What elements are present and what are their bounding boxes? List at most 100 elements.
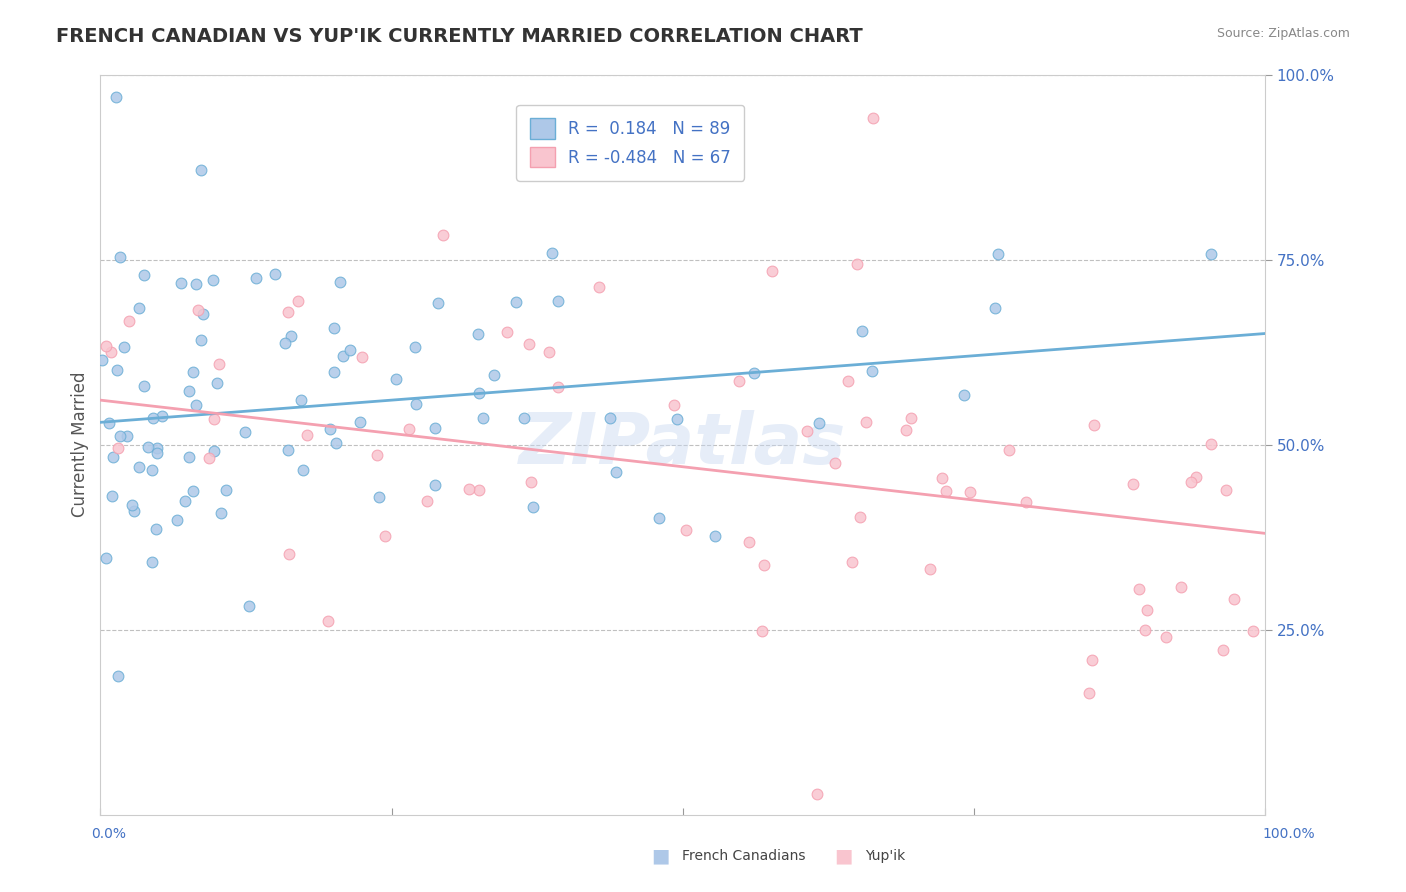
Text: ■: ■ [834,847,853,866]
French Canadians [274,336,297,351]
French Canadians [190,163,212,178]
French Canadians [987,246,1010,260]
Yup'ik [547,380,569,394]
French Canadians [177,450,200,464]
French Canadians [280,329,302,343]
Yup'ik [458,482,481,496]
French Canadians [245,271,267,285]
French Canadians [290,392,312,407]
French Canadians [209,506,232,520]
French Canadians [666,412,689,426]
Yup'ik [100,345,122,359]
French Canadians [101,489,124,503]
Yup'ik [751,624,773,638]
Yup'ik [373,529,395,543]
Legend: R =  0.184   N = 89, R = -0.484   N = 67: R = 0.184 N = 89, R = -0.484 N = 67 [516,105,744,181]
Yup'ik [997,443,1019,458]
Text: 0.0%: 0.0% [91,828,127,841]
Yup'ik [416,494,439,508]
French Canadians [202,444,225,458]
French Canadians [94,551,117,566]
French Canadians [136,440,159,454]
Yup'ik [366,448,388,462]
French Canadians [599,410,621,425]
Yup'ik [520,475,543,489]
French Canadians [404,340,426,354]
French Canadians [128,301,150,315]
Yup'ik [1136,603,1159,617]
Yup'ik [848,510,870,524]
French Canadians [112,340,135,354]
Yup'ik [517,337,540,351]
French Canadians [170,276,193,290]
Yup'ik [295,427,318,442]
French Canadians [233,425,256,439]
French Canadians [322,365,344,379]
Yup'ik [1170,580,1192,594]
French Canadians [426,296,449,310]
French Canadians [108,250,131,264]
French Canadians [177,384,200,398]
French Canadians [141,463,163,477]
Yup'ik [728,375,751,389]
Yup'ik [118,314,141,328]
Yup'ik [855,415,877,429]
French Canadians [190,333,212,347]
French Canadians [104,89,127,103]
French Canadians [1199,246,1222,260]
Yup'ik [1122,476,1144,491]
French Canadians [605,465,627,479]
French Canadians [238,599,260,613]
French Canadians [132,379,155,393]
Yup'ik [537,345,560,359]
French Canadians [541,245,564,260]
French Canadians [808,416,831,430]
French Canadians [207,376,229,391]
French Canadians [648,511,671,525]
French Canadians [202,273,225,287]
Yup'ik [1184,470,1206,484]
Yup'ik [662,398,685,412]
French Canadians [742,366,765,380]
French Canadians [277,442,299,457]
French Canadians [108,429,131,443]
French Canadians [367,490,389,504]
French Canadians [146,446,169,460]
Yup'ik [202,412,225,426]
Text: Yup'ik: Yup'ik [865,849,905,863]
Yup'ik [1080,653,1102,667]
Yup'ik [1015,494,1038,508]
French Canadians [512,410,534,425]
French Canadians [471,411,494,425]
Yup'ik [1212,642,1234,657]
French Canadians [122,503,145,517]
Yup'ik [824,456,846,470]
Yup'ik [316,614,339,628]
Yup'ik [841,555,863,569]
French Canadians [107,669,129,683]
French Canadians [98,417,121,431]
Yup'ik [496,325,519,339]
Yup'ik [1222,591,1244,606]
French Canadians [121,498,143,512]
Yup'ik [187,302,209,317]
Text: ■: ■ [651,847,671,866]
French Canadians [145,522,167,536]
French Canadians [332,349,354,363]
Yup'ik [754,558,776,573]
Text: 100.0%: 100.0% [1263,828,1315,841]
French Canadians [90,352,112,367]
French Canadians [468,385,491,400]
French Canadians [339,343,361,357]
Yup'ik [894,423,917,437]
French Canadians [101,450,124,464]
French Canadians [384,372,406,386]
French Canadians [423,478,446,492]
French Canadians [319,422,342,436]
French Canadians [184,277,207,291]
French Canadians [292,463,315,477]
French Canadians [193,307,215,321]
French Canadians [142,411,165,425]
French Canadians [183,365,205,379]
French Canadians [704,529,727,543]
